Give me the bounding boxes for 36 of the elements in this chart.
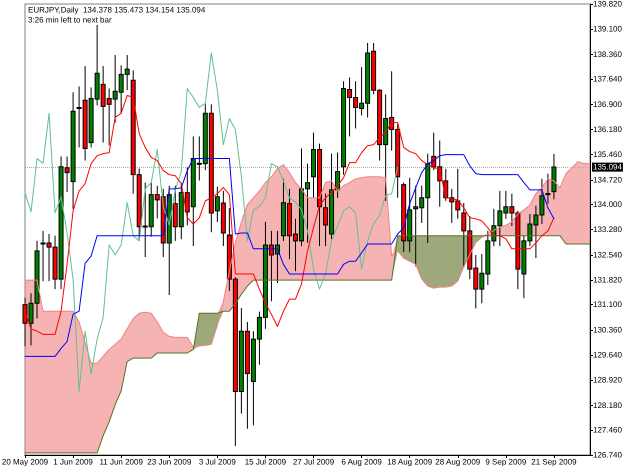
candlestick	[545, 173, 550, 204]
x-tick-label: 20 May 2009	[2, 458, 49, 466]
y-tick-label: 135.460	[593, 150, 622, 159]
y-tick-label: 129.640	[593, 350, 622, 360]
line-series	[24, 52, 398, 392]
x-tick-label: 9 Sep 2009	[485, 458, 527, 466]
y-tick-label: 136.180	[593, 125, 622, 134]
x-tick-label: 21 Sep 2009	[531, 458, 578, 466]
y-tick-label: 134.720	[593, 175, 622, 184]
x-tick-label: 23 Jun 2009	[147, 458, 192, 466]
y-tick-label: 130.360	[593, 326, 622, 335]
x-tick-label: 28 Aug 2009	[435, 458, 481, 466]
y-tick-label: 131.100	[593, 300, 622, 310]
ref-line-label: 135.094	[593, 162, 622, 172]
y-tick-label: 134.000	[593, 200, 622, 210]
x-tick-label: 27 Jul 2009	[292, 458, 335, 466]
annotation: 3:26 min left to next bar	[28, 16, 112, 24]
y-tick-label: 126.740	[593, 450, 622, 460]
y-tick-label: 136.900	[593, 100, 622, 110]
y-tick-label: 132.540	[593, 250, 622, 260]
y-tick-label: 139.820	[593, 0, 622, 8]
chart-title: EURJPY,Daily 134.378 135.473 134.154 135.094	[28, 6, 206, 14]
y-tick-label: 128.180	[593, 400, 622, 410]
x-tick-label: 18 Aug 2009	[387, 458, 433, 466]
x-tick-label: 3 Jul 2009	[198, 458, 236, 466]
x-tick-label: 11 Jun 2009	[99, 458, 144, 466]
y-tick-label: 127.460	[593, 426, 622, 435]
y-tick-label: 138.360	[593, 50, 622, 59]
x-tick-label: 6 Aug 2009	[341, 458, 382, 466]
y-tick-label: 139.100	[593, 24, 622, 34]
x-tick-label: 15 Jul 2009	[244, 458, 287, 466]
y-tick-label: 131.820	[593, 275, 622, 284]
y-tick-label: 133.280	[593, 225, 622, 234]
y-tick-label: 128.920	[593, 375, 622, 384]
y-tick-label: 137.640	[593, 74, 622, 84]
x-tick-label: 1 Jun 2009	[53, 458, 94, 466]
